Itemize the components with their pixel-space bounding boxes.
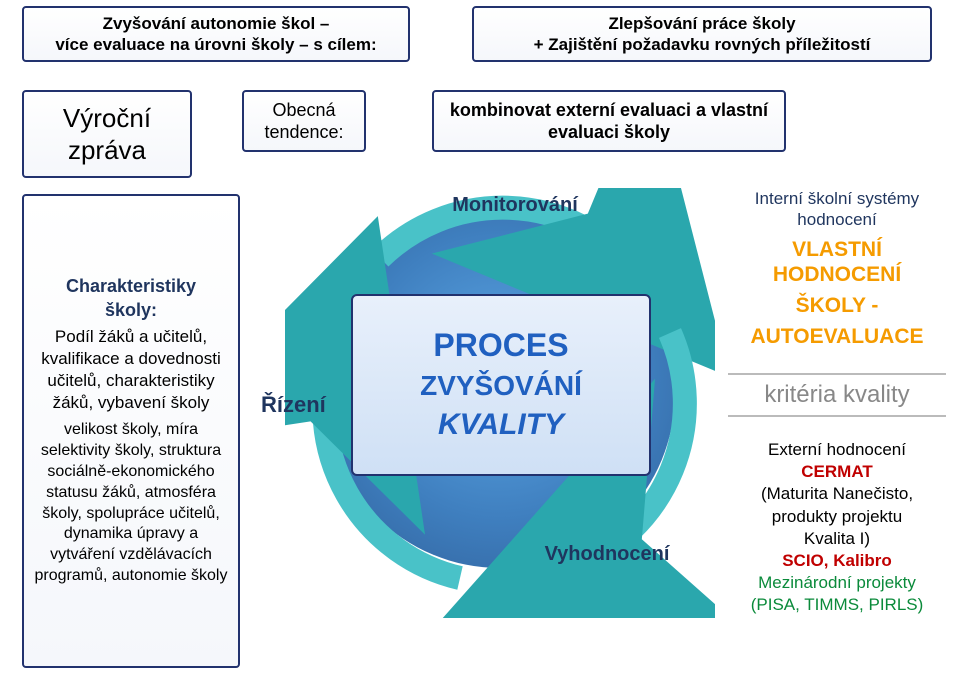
annual-report-l2: zpráva	[68, 134, 146, 167]
tendence-box: Obecná tendence:	[242, 90, 366, 152]
top-right-box: Zlepšování práce školy + Zajištění požad…	[472, 6, 932, 62]
self-eval-l3: AUTOEVALUACE	[728, 324, 946, 349]
char-heading-l1: Charakteristiky	[66, 275, 196, 298]
top-left-box: Zvyšování autonomie škol – více evaluace…	[22, 6, 410, 62]
ext-l2: CERMAT	[728, 461, 946, 483]
process-box: PROCES ZVYŠOVÁNÍ KVALITY	[351, 294, 651, 476]
right-heading-l2: hodnocení	[728, 209, 946, 230]
right-column: Interní školní systémy hodnocení VLASTNÍ…	[728, 188, 946, 616]
top-left-line1: Zvyšování autonomie škol –	[103, 13, 330, 34]
tendence-l2: tendence:	[264, 121, 343, 144]
cycle-label-monitor: Monitorování	[420, 194, 610, 217]
right-heading-l1: Interní školní systémy	[728, 188, 946, 209]
top-right-line2: + Zajištění požadavku rovných příležitos…	[534, 34, 871, 55]
process-w1: PROCES	[433, 324, 568, 367]
self-eval-l2: ŠKOLY -	[728, 293, 946, 318]
char-p2: velikost školy, míra selektivity školy, …	[34, 420, 228, 586]
ext-l6: SCIO, Kalibro	[728, 550, 946, 572]
process-w3: KVALITY	[438, 405, 564, 446]
quality-cycle: Monitorování Řízení Vyhodnocení PROCES Z…	[285, 188, 715, 618]
ext-l4: produkty projektu	[728, 506, 946, 528]
tendence-l1: Obecná	[272, 99, 335, 122]
self-eval-l1: VLASTNÍ HODNOCENÍ	[728, 237, 946, 287]
top-right-line1: Zlepšování práce školy	[608, 13, 795, 34]
combine-l1: kombinovat externí evaluaci a vlastní	[450, 99, 768, 122]
external-eval-block: Externí hodnocení CERMAT (Maturita Naneč…	[728, 439, 946, 616]
top-left-line2: více evaluace na úrovni školy – s cílem:	[55, 34, 376, 55]
ext-l7: Mezinárodní projekty	[728, 572, 946, 594]
cycle-label-rizeni: Řízení	[261, 392, 326, 418]
ext-l8: (PISA, TIMMS, PIRLS)	[728, 594, 946, 616]
combine-box: kombinovat externí evaluaci a vlastní ev…	[432, 90, 786, 152]
ext-l3: (Maturita Nanečisto,	[728, 483, 946, 505]
cycle-label-vyhod: Vyhodnocení	[497, 543, 717, 566]
annual-report-box: Výroční zpráva	[22, 90, 192, 178]
char-p1: Podíl žáků a učitelů, kvalifikace a dove…	[34, 326, 228, 414]
char-heading-l2: školy:	[105, 299, 157, 322]
process-w2: ZVYŠOVÁNÍ	[420, 367, 582, 405]
ext-l5: Kvalita I)	[728, 528, 946, 550]
annual-report-l1: Výroční	[63, 102, 151, 135]
quality-criteria: kritéria kvality	[728, 373, 946, 417]
characteristics-box: Charakteristiky školy: Podíl žáků a učit…	[22, 194, 240, 668]
combine-l2: evaluaci školy	[548, 121, 670, 144]
ext-l1: Externí hodnocení	[728, 439, 946, 461]
